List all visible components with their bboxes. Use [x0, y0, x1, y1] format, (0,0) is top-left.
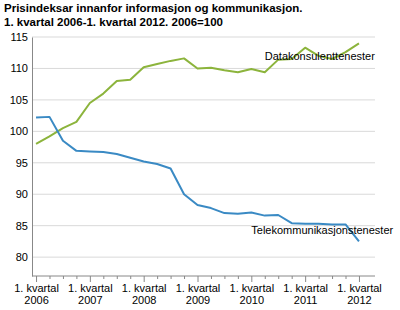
- x-tick: [76, 276, 77, 279]
- x-axis: 1. kvartal2006 1. kvartal2007 1. kvartal20…: [14, 276, 382, 306]
- x-tick: [63, 276, 64, 279]
- x-tick-mark: [278, 276, 279, 279]
- x-tick-mark: [184, 276, 185, 279]
- x-tick: [117, 276, 118, 279]
- x-tick-label: 1. kvartal2008: [122, 282, 167, 307]
- y-tick-label: 85: [16, 220, 28, 232]
- x-tick-mark: [238, 276, 239, 279]
- x-tick-mark: [265, 276, 266, 279]
- x-tick-mark: [130, 276, 131, 279]
- x-tick: 1. kvartal2010: [230, 276, 275, 306]
- x-tick: [211, 276, 212, 279]
- y-tick-label: 105: [10, 94, 28, 106]
- y-axis-line: [32, 38, 33, 277]
- y-tick-label: 80: [16, 251, 28, 263]
- chart: Prisindeksar innanfor informasjon og kom…: [0, 0, 400, 310]
- x-tick-mark: [117, 276, 118, 279]
- x-tick: [49, 276, 50, 279]
- x-tick: 1. kvartal2008: [122, 276, 167, 306]
- series-label: Telekommunikasjonstenester: [251, 224, 393, 236]
- series-line: [36, 117, 359, 242]
- x-tick-mark: [171, 276, 172, 279]
- grid-line: [32, 194, 375, 195]
- y-tick-label: 110: [10, 62, 28, 74]
- x-tick-mark: [49, 276, 50, 279]
- x-tick: [184, 276, 185, 279]
- x-tick: 1. kvartal2007: [68, 276, 113, 306]
- x-tick: [319, 276, 320, 279]
- x-tick: [224, 276, 225, 279]
- x-tick-mark: [346, 276, 347, 279]
- grid-line: [32, 162, 375, 163]
- x-tick-mark: [76, 276, 77, 279]
- grid-line: [32, 37, 375, 38]
- lines: [36, 43, 359, 241]
- x-tick: [332, 276, 333, 279]
- subtitle: 1. kvartal 2006-1. kvartal 2012. 2006=10…: [4, 16, 223, 28]
- y-tick-label: 100: [10, 125, 28, 137]
- x-tick: 1. kvartal2011: [283, 276, 328, 306]
- x-tick: 1. kvartal2009: [176, 276, 221, 306]
- x-tick-label: 1. kvartal2007: [68, 282, 113, 307]
- x-tick-mark: [319, 276, 320, 279]
- y-tick: 95: [16, 157, 32, 169]
- x-tick: [157, 276, 158, 279]
- y-tick-label: 95: [16, 157, 28, 169]
- x-tick-label: 1. kvartal2006: [14, 282, 59, 307]
- y-tick: 85: [16, 220, 32, 232]
- y-axis: 80 85 90 95 100 105 110 115: [10, 31, 33, 276]
- x-tick-mark: [157, 276, 158, 279]
- x-tick-mark: [332, 276, 333, 279]
- x-axis-line: [32, 276, 375, 277]
- x-tick: [265, 276, 266, 279]
- y-tick: 100: [10, 125, 32, 137]
- x-tick: [130, 276, 131, 279]
- y-tick-label: 115: [10, 31, 28, 43]
- series-label: Datakonsulenttenester: [265, 50, 375, 62]
- grid-line: [32, 99, 375, 100]
- x-tick: [103, 276, 104, 279]
- x-tick: [292, 276, 293, 279]
- grid-line: [32, 131, 375, 132]
- x-tick-mark: [63, 276, 64, 279]
- y-tick-label: 90: [16, 188, 28, 200]
- x-tick-mark: [103, 276, 104, 279]
- x-tick-label: 1. kvartal2012: [337, 282, 382, 307]
- x-tick: [171, 276, 172, 279]
- x-tick: [238, 276, 239, 279]
- y-tick: 90: [16, 188, 32, 200]
- x-tick-mark: [292, 276, 293, 279]
- x-tick: [346, 276, 347, 279]
- y-tick: 80: [16, 251, 32, 263]
- x-tick-mark: [211, 276, 212, 279]
- x-tick-label: 1. kvartal2010: [230, 282, 275, 307]
- x-tick-mark: [224, 276, 225, 279]
- grid-line: [32, 257, 375, 258]
- x-tick: 1. kvartal2006: [14, 276, 59, 306]
- x-tick: 1. kvartal2012: [337, 276, 382, 306]
- x-tick: [278, 276, 279, 279]
- x-tick-label: 1. kvartal2009: [176, 282, 221, 307]
- y-tick: 110: [10, 62, 32, 74]
- title: Prisindeksar innanfor informasjon og kom…: [4, 2, 302, 14]
- y-tick: 115: [10, 31, 32, 43]
- x-tick-label: 1. kvartal2011: [283, 282, 328, 307]
- y-tick: 105: [10, 94, 32, 106]
